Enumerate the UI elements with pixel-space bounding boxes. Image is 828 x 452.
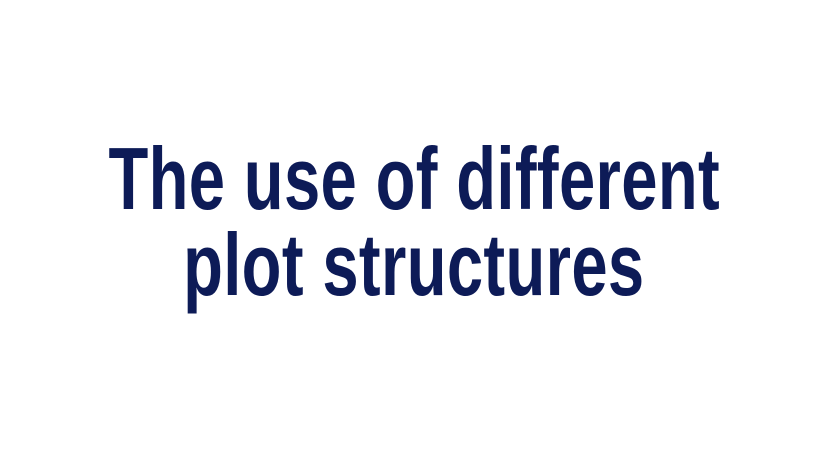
title-line-1: The use of different: [108, 129, 720, 228]
title-line-2: plot structures: [183, 215, 645, 314]
